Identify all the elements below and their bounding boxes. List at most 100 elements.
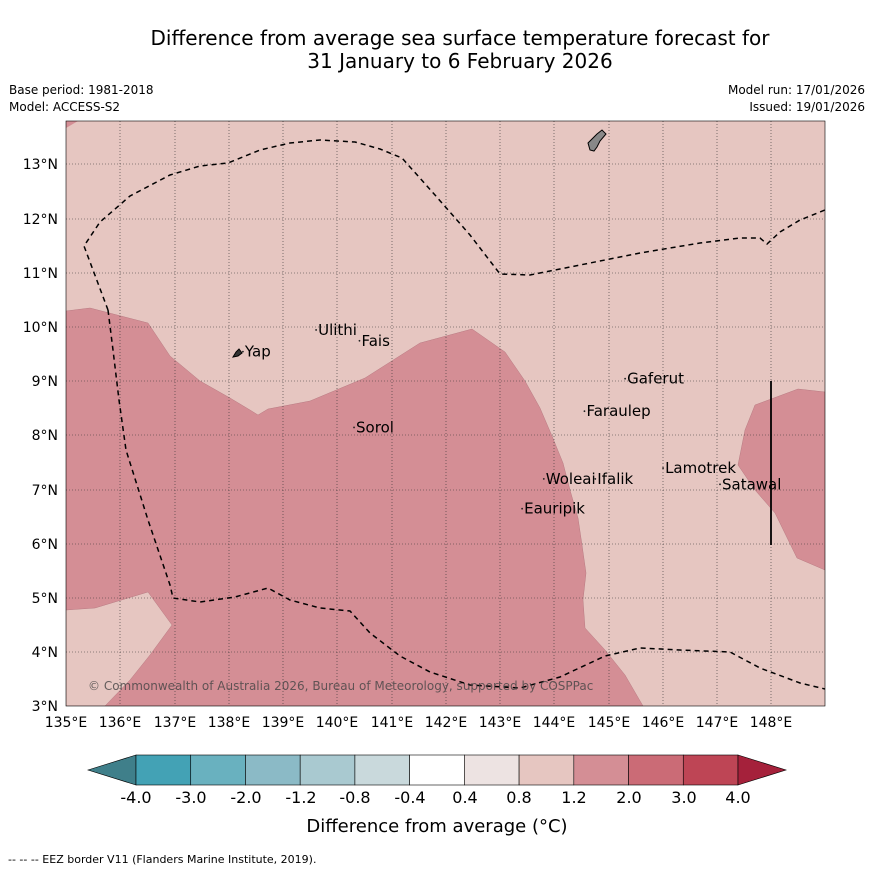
lon-tick-label: 137°E xyxy=(154,715,197,731)
lon-tick-labels: 135°E 136°E 137°E 138°E 139°E 140°E 141°… xyxy=(45,715,793,731)
anomaly-0.8-1.2-pocket-southwest xyxy=(66,591,173,706)
place-label: Yap xyxy=(244,343,271,361)
lon-tick-label: 143°E xyxy=(479,715,522,731)
colorbar-extend-high xyxy=(737,754,788,786)
lat-tick-label: 10°N xyxy=(23,320,58,336)
colorbar-label: -0.4 xyxy=(394,788,425,807)
lon-tick-label: 144°E xyxy=(533,715,576,731)
colorbar-segment xyxy=(518,754,575,786)
colorbar-label: -3.0 xyxy=(175,788,206,807)
lat-tick-label: 6°N xyxy=(32,537,58,553)
place-label: Woleai xyxy=(546,470,596,488)
colorbar-label: -0.8 xyxy=(339,788,370,807)
lat-tick-labels: 3°N 4°N 5°N 6°N 7°N 8°N 9°N 10°N 11°N 12… xyxy=(23,157,58,715)
lat-tick-label: 7°N xyxy=(32,483,58,499)
title-line-2: 31 January to 6 February 2026 xyxy=(307,49,613,73)
colorbar-label: -1.2 xyxy=(285,788,316,807)
lon-tick-label: 147°E xyxy=(696,715,739,731)
colorbar-extend-low xyxy=(86,754,137,786)
chart-title: Difference from average sea surface temp… xyxy=(40,27,873,73)
lon-tick-label: 142°E xyxy=(425,715,468,731)
model-run: Model run: 17/01/2026 xyxy=(727,83,865,97)
place-marker xyxy=(542,478,545,480)
eez-border-south xyxy=(107,309,825,690)
colorbar-label: 0.4 xyxy=(452,788,477,807)
place-label: Lamotrek xyxy=(665,459,736,477)
colorbar-segment xyxy=(573,754,629,786)
map-frame xyxy=(65,120,826,707)
lat-tick-label: 13°N xyxy=(23,157,58,173)
colorbar-label: 1.2 xyxy=(561,788,586,807)
base-period: Base period: 1981-2018 xyxy=(9,83,154,97)
colorbar-segment xyxy=(190,754,246,786)
colorbar-segment xyxy=(464,754,520,786)
place-label: Faraulep xyxy=(586,402,650,420)
colorbar-label: 2.0 xyxy=(616,788,641,807)
anomaly-1.2-2.0-corner-north xyxy=(66,121,78,128)
eez-legend-note: -- -- -- EEZ border V11 (Flanders Marine… xyxy=(8,853,317,866)
graticule xyxy=(66,121,825,706)
place-marker xyxy=(719,483,721,486)
place-label: Fais xyxy=(361,332,390,350)
place-marker xyxy=(315,329,317,331)
anomaly-1.2-2.0-region-east xyxy=(737,388,825,571)
issued-date: Issued: 19/01/2026 xyxy=(749,100,865,114)
colorbar-segment xyxy=(245,754,301,786)
place-marker xyxy=(594,478,597,480)
yap-island xyxy=(231,348,243,358)
colorbar-segment xyxy=(299,754,356,786)
place-marker xyxy=(353,426,355,429)
lat-tick-label: 8°N xyxy=(32,428,58,444)
place-marker xyxy=(624,377,627,380)
place-label: Satawal xyxy=(722,475,781,493)
lat-tick-label: 9°N xyxy=(32,374,58,390)
lon-tick-label: 146°E xyxy=(642,715,685,731)
place-marker xyxy=(583,410,586,413)
lon-tick-label: 135°E xyxy=(45,715,88,731)
meta-right: Model run: 17/01/2026 Issued: 19/01/2026 xyxy=(728,82,865,116)
title-line-1: Difference from average sea surface temp… xyxy=(150,26,770,50)
colorbar xyxy=(86,754,788,786)
place-label: Ifalik xyxy=(597,470,633,488)
place-label: Ulithi xyxy=(318,321,357,339)
place-label: Gaferut xyxy=(627,370,684,388)
copyright-watermark: © Commonwealth of Australia 2026, Bureau… xyxy=(88,679,593,693)
place-label: Sorol xyxy=(356,418,394,436)
lon-tick-label: 138°E xyxy=(208,715,251,731)
colorbar-segment xyxy=(409,754,465,786)
lat-tick-label: 12°N xyxy=(23,212,58,228)
colorbar-segment xyxy=(628,754,684,786)
colorbar-label: -4.0 xyxy=(120,788,151,807)
colorbar-label: 0.8 xyxy=(506,788,531,807)
place-label: Eauripik xyxy=(524,500,585,518)
colorbar-segment xyxy=(682,754,739,786)
place-marker xyxy=(242,350,244,353)
lat-tick-label: 5°N xyxy=(32,591,58,607)
lon-tick-label: 148°E xyxy=(750,715,793,731)
colorbar-segment xyxy=(354,754,410,786)
lat-tick-label: 11°N xyxy=(23,266,58,282)
colorbar-label: -2.0 xyxy=(230,788,261,807)
lon-tick-label: 140°E xyxy=(316,715,359,731)
colorbar-label: 3.0 xyxy=(671,788,696,807)
lon-tick-label: 145°E xyxy=(588,715,631,731)
model-name: Model: ACCESS-S2 xyxy=(9,100,121,114)
land-masses xyxy=(231,129,607,358)
guam-island xyxy=(587,129,607,152)
lon-tick-label: 139°E xyxy=(262,715,305,731)
colorbar-label: 4.0 xyxy=(725,788,750,807)
lat-tick-label: 4°N xyxy=(32,645,58,661)
lat-tick-label: 3°N xyxy=(32,699,58,715)
colorbar-title: Difference from average (°C) xyxy=(306,816,567,837)
lon-tick-label: 141°E xyxy=(371,715,414,731)
place-marker xyxy=(521,507,524,510)
meta-left: Base period: 1981-2018 Model: ACCESS-S2 xyxy=(9,82,154,116)
eez-borders xyxy=(83,139,825,690)
lon-tick-label: 136°E xyxy=(99,715,142,731)
colorbar-segment xyxy=(135,754,192,786)
place-marker xyxy=(358,339,361,342)
colorbar-tick-labels: -4.0 -3.0 -2.0 -1.2 -0.8 -0.4 0.4 0.8 1.… xyxy=(120,788,750,807)
